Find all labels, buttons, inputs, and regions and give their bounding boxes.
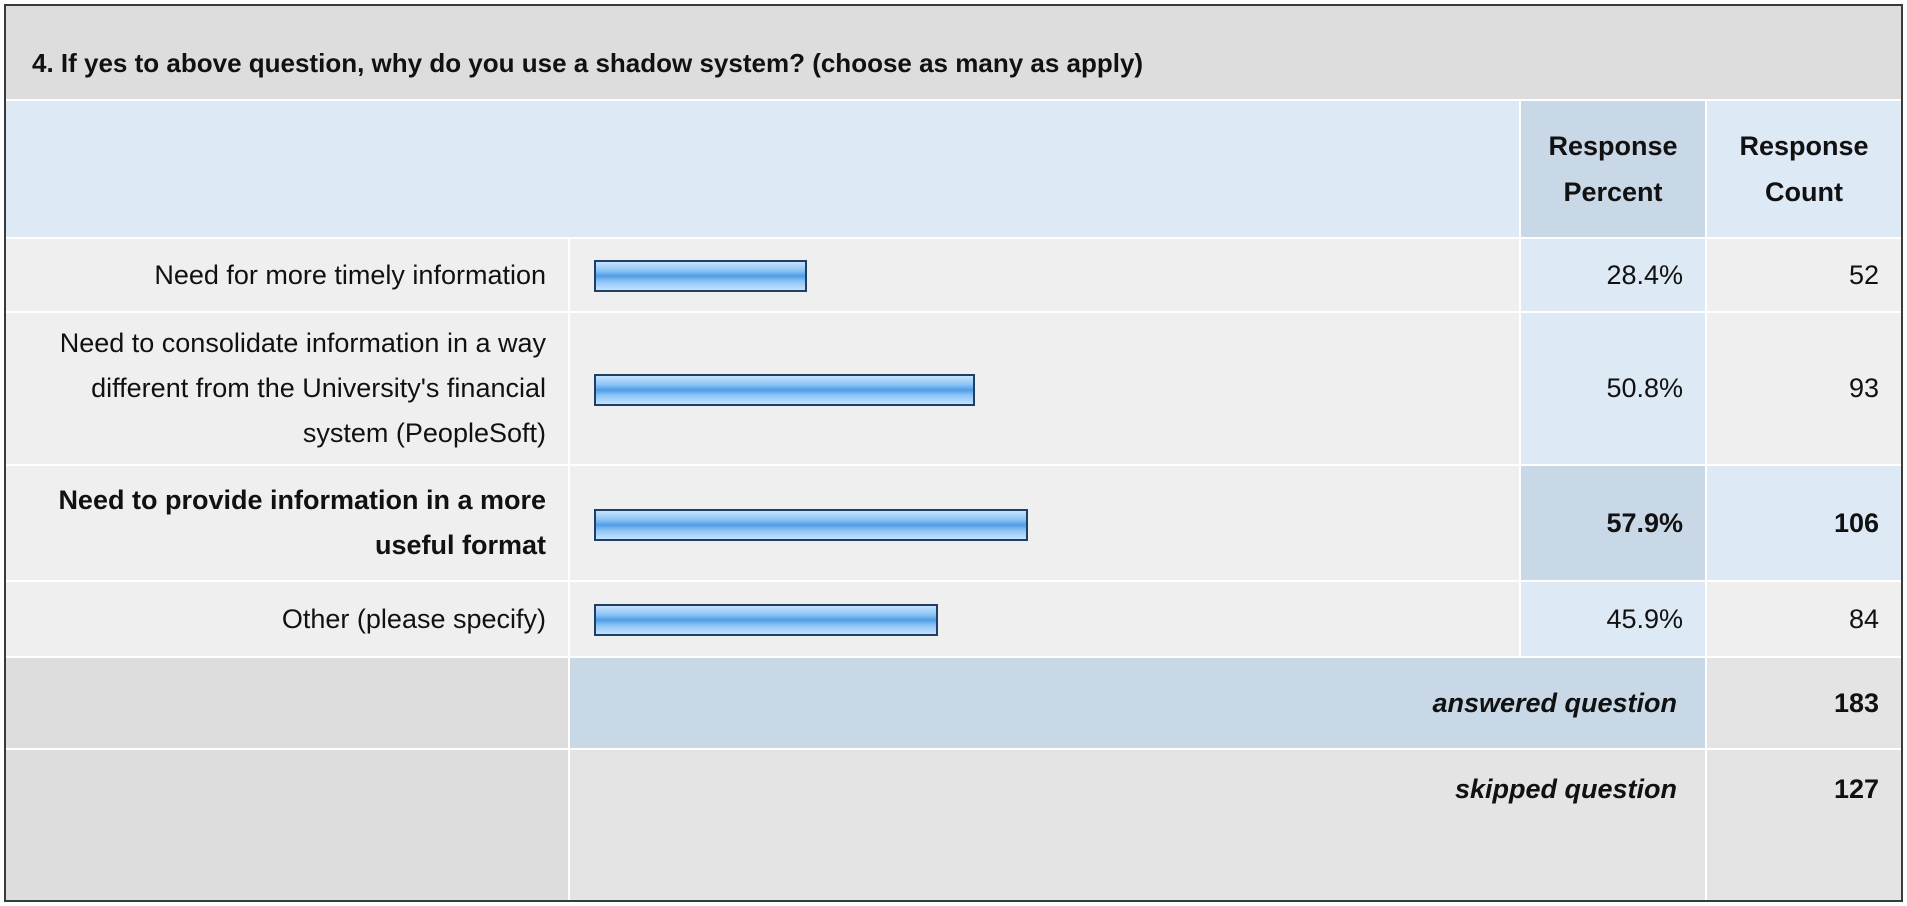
response-percent: 28.4% bbox=[1519, 239, 1707, 311]
answer-row: Need to consolidate information in a way… bbox=[6, 311, 1901, 464]
response-percent: 45.9% bbox=[1519, 582, 1707, 656]
response-percent: 50.8% bbox=[1519, 313, 1707, 464]
answer-label: Need to consolidate information in a way… bbox=[6, 313, 570, 464]
response-bar bbox=[594, 604, 938, 636]
answered-question-count: 183 bbox=[1707, 658, 1901, 748]
answer-label: Other (please specify) bbox=[6, 582, 570, 656]
skipped-question-row: skipped question 127 bbox=[6, 748, 1901, 900]
answer-label: Need to provide information in a more us… bbox=[6, 466, 570, 580]
response-bar bbox=[594, 374, 975, 406]
response-count-header: Response Count bbox=[1707, 101, 1901, 237]
answer-row: Need to provide information in a more us… bbox=[6, 464, 1901, 580]
bar-cell bbox=[570, 582, 1519, 656]
answer-label: Need for more timely information bbox=[6, 239, 570, 311]
skipped-question-label: skipped question bbox=[570, 750, 1707, 900]
response-bar bbox=[594, 260, 807, 292]
survey-results-table: 4. If yes to above question, why do you … bbox=[4, 4, 1903, 902]
answer-row: Need for more timely information 28.4% 5… bbox=[6, 237, 1901, 311]
bar-cell bbox=[570, 239, 1519, 311]
response-percent: 57.9% bbox=[1519, 466, 1707, 580]
response-percent-header: Response Percent bbox=[1519, 101, 1707, 237]
answered-question-row: answered question 183 bbox=[6, 656, 1901, 748]
skipped-question-count: 127 bbox=[1707, 750, 1901, 900]
response-count: 106 bbox=[1707, 466, 1901, 580]
question-header: 4. If yes to above question, why do you … bbox=[6, 6, 1901, 101]
answered-question-label: answered question bbox=[570, 658, 1707, 748]
bar-cell bbox=[570, 313, 1519, 464]
response-count: 93 bbox=[1707, 313, 1901, 464]
bar-cell bbox=[570, 466, 1519, 580]
response-count: 52 bbox=[1707, 239, 1901, 311]
summary-spacer bbox=[6, 750, 570, 900]
answer-row: Other (please specify) 45.9% 84 bbox=[6, 580, 1901, 656]
column-header-row: Response Percent Response Count bbox=[6, 101, 1901, 237]
question-title: 4. If yes to above question, why do you … bbox=[32, 48, 1144, 78]
response-bar bbox=[594, 509, 1028, 541]
response-count: 84 bbox=[1707, 582, 1901, 656]
summary-spacer bbox=[6, 658, 570, 748]
